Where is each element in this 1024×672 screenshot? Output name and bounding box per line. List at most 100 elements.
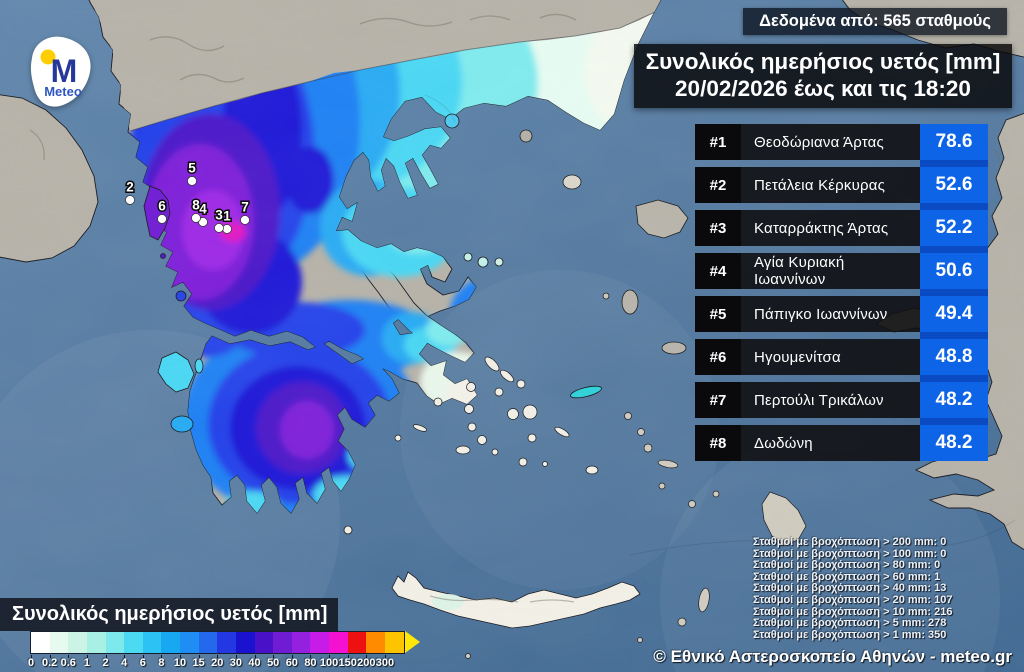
legend-color-segment	[347, 632, 367, 653]
station-ranking-table: #1 Θεοδώριανα Άρτας 78.6 #2 Πετάλεια Κέρκυρα…	[695, 124, 988, 468]
stat-line: Σταθμοί με βροχόπτωση > 5 mm: 278	[753, 617, 947, 630]
station-name-cell: Δωδώνη	[741, 425, 920, 461]
logo-sun-dot	[40, 49, 56, 65]
legend-color-segment	[49, 632, 69, 653]
legend-color-segment	[235, 632, 255, 653]
rank-cell: #1	[695, 124, 741, 160]
legend-segments	[30, 631, 405, 654]
legend-tick-mark	[310, 655, 312, 658]
legend-tick-label: 8	[158, 657, 165, 669]
legend-tick-mark	[235, 655, 237, 658]
meteo-logo: M Meteo	[18, 30, 104, 114]
stat-line: Σταθμοί με βροχόπτωση > 80 mm: 0	[753, 559, 941, 572]
data-source-bar: Δεδομένα από: 565 σταθμούς	[743, 8, 1007, 35]
legend-color-segment	[180, 632, 199, 653]
legend-tick-mark	[124, 655, 126, 658]
legend-tick-label: 150	[338, 657, 357, 669]
rank-cell: #6	[695, 339, 741, 375]
legend-tick-mark	[366, 655, 368, 658]
ranking-row: #7 Περτούλι Τρικάλων 48.2	[695, 382, 988, 418]
legend-color-segment	[366, 632, 385, 653]
legend-tick-label: 300	[375, 657, 395, 669]
legend-tick-label: 15	[192, 657, 205, 669]
map-title-line2: 20/02/2026 έως και τις 18:20	[675, 76, 971, 101]
legend-tick-mark	[86, 655, 88, 658]
stat-line: Σταθμοί με βροχόπτωση > 200 mm: 0	[753, 536, 947, 548]
precipitation-value-cell: 49.4	[920, 296, 988, 332]
map-title-line1: Συνολικός ημερήσιος υετός [mm]	[645, 49, 1001, 74]
rank-cell: #2	[695, 167, 741, 203]
legend-tick-label: 50	[267, 657, 280, 669]
legend-tick-mark	[254, 655, 256, 658]
ranking-row: #4 Αγία Κυριακή Ιωαννίνων 50.6	[695, 253, 988, 289]
legend-tick-label: 40	[248, 657, 261, 669]
legend-tick-label: 6	[139, 657, 146, 669]
copyright-text: © Εθνικό Αστεροσκοπείο Αθηνών - meteo.gr	[653, 647, 1012, 666]
legend-color-segment	[161, 632, 180, 653]
legend-tick-label: 4	[121, 657, 128, 669]
legend-tick-mark	[347, 655, 349, 658]
meteo-logo-graphic: M Meteo	[30, 36, 91, 107]
legend-color-segment	[310, 632, 329, 653]
ranking-row: #3 Καταρράκτης Άρτας 52.2	[695, 210, 988, 246]
station-name-cell: Πετάλεια Κέρκυρας	[741, 167, 920, 203]
station-name-cell: Πάπιγκο Ιωαννίνων	[741, 296, 920, 332]
legend-tick-label: 100	[319, 657, 339, 669]
legend-tick-mark	[49, 655, 51, 658]
legend-color-segment	[217, 632, 236, 653]
station-statistics: Σταθμοί με βροχόπτωση > 200 mm: 0 Σταθμοί…	[753, 536, 953, 641]
legend-tick-label: 2	[102, 657, 109, 669]
map-title-box: Συνολικός ημερήσιος υετός [mm] 20/02/202…	[634, 44, 1012, 108]
legend-tick-label: 80	[304, 657, 317, 669]
station-name-cell: Περτούλι Τρικάλων	[741, 382, 920, 418]
legend-color-segment	[384, 632, 404, 653]
legend-colorbar	[30, 631, 420, 654]
legend-color-segment	[198, 632, 218, 653]
legend-tick-label: 200	[357, 657, 376, 669]
station-name-cell: Θεοδώριανα Άρτας	[741, 124, 920, 160]
legend-title: Συνολικός ημερήσιος υετός [mm]	[0, 598, 338, 631]
logo-m-letter: M	[51, 53, 78, 89]
ranking-row: #2 Πετάλεια Κέρκυρας 52.6	[695, 167, 988, 203]
legend-tick-label: 30	[229, 657, 243, 669]
legend-color-segment	[31, 632, 50, 653]
legend-tick-mark	[198, 655, 200, 658]
ranking-row: #8 Δωδώνη 48.2	[695, 425, 988, 461]
station-name-cell: Αγία Κυριακή Ιωαννίνων	[741, 253, 920, 289]
legend-color-segment	[105, 632, 125, 653]
stat-line: Σταθμοί με βροχόπτωση > 100 mm: 0	[753, 547, 947, 560]
stat-line: Σταθμοί με βροχόπτωση > 1 mm: 350	[753, 628, 947, 641]
stat-line: Σταθμοί με βροχόπτωση > 40 mm: 13	[753, 582, 947, 595]
rank-cell: #8	[695, 425, 741, 461]
legend-tick-label: 0	[27, 657, 35, 669]
station-name-cell: Ηγουμενίτσα	[741, 339, 920, 375]
legend-tick-mark	[31, 655, 32, 658]
stat-line: Σταθμοί με βροχόπτωση > 60 mm: 1	[753, 570, 941, 583]
legend-color-segment	[68, 632, 87, 653]
legend-color-segment	[291, 632, 311, 653]
precipitation-value-cell: 52.2	[920, 210, 988, 246]
legend-tick-mark	[180, 655, 182, 658]
legend-color-segment	[254, 632, 274, 653]
legend-tick-label: 10	[173, 657, 187, 669]
rank-cell: #7	[695, 382, 741, 418]
legend-tick-mark	[142, 655, 144, 658]
rank-cell: #3	[695, 210, 741, 246]
stat-line: Σταθμοί με βροχόπτωση > 20 mm: 107	[753, 593, 953, 606]
station-name-cell: Καταρράκτης Άρτας	[741, 210, 920, 246]
stat-line: Σταθμοί με βροχόπτωση > 10 mm: 216	[753, 605, 953, 618]
legend-tick-label: 20	[211, 657, 224, 669]
legend-color-segment	[273, 632, 292, 653]
ranking-row: #5 Πάπιγκο Ιωαννίνων 49.4	[695, 296, 988, 332]
legend-tick-label: 1	[83, 657, 90, 669]
legend-tick-mark	[161, 655, 163, 658]
legend-color-segment	[329, 632, 348, 653]
legend-color-segment	[86, 632, 106, 653]
legend-tick-mark	[273, 655, 275, 658]
legend-tick-mark	[217, 655, 219, 658]
legend-tick-mark	[68, 655, 70, 658]
legend-tick-mark	[291, 655, 293, 658]
legend-tick-mark	[384, 655, 386, 658]
logo-brand-text: Meteo	[44, 84, 82, 99]
